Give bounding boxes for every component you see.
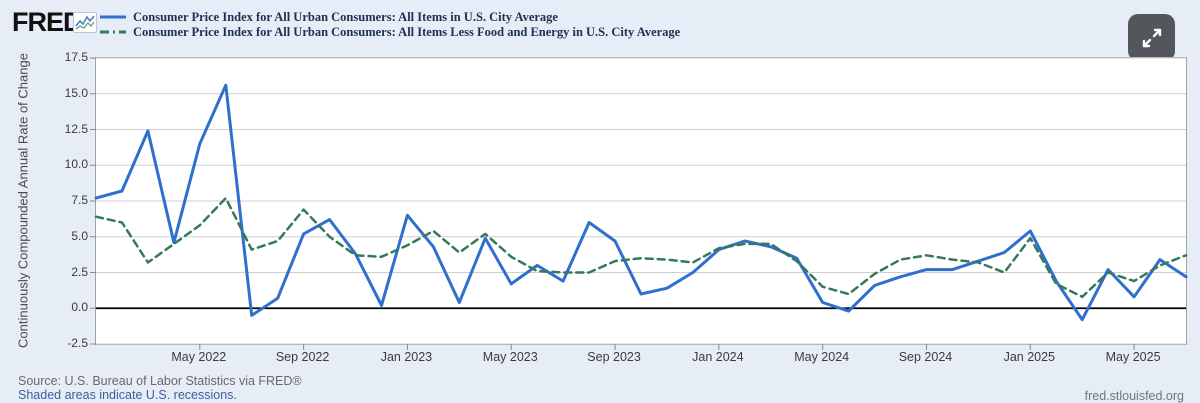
y-tick-label: 7.5	[71, 193, 88, 207]
legend-label-all-items: Consumer Price Index for All Urban Consu…	[133, 9, 558, 24]
legend-swatch-dashed-line	[100, 30, 126, 34]
legend-item-all-items[interactable]: Consumer Price Index for All Urban Consu…	[100, 10, 680, 24]
fred-logo[interactable]: FRED	[12, 7, 87, 38]
recession-note-link[interactable]: Shaded areas indicate U.S. recessions.	[18, 388, 237, 402]
x-tick-label: Jan 2024	[692, 350, 744, 364]
source-attribution: Source: U.S. Bureau of Labor Statistics …	[18, 374, 302, 388]
fred-logo-text: FRED	[12, 7, 82, 37]
expand-icon	[1142, 28, 1161, 47]
x-tick-label: Sep 2023	[587, 350, 641, 364]
y-tick-label: 2.5	[71, 264, 88, 279]
legend-item-core[interactable]: Consumer Price Index for All Urban Consu…	[100, 25, 680, 39]
cpi-all-items-line[interactable]	[94, 83, 1188, 322]
x-tick-label: May 2024	[794, 350, 850, 364]
x-tick-label: Jan 2023	[380, 350, 433, 364]
x-tick-label: Sep 2024	[898, 350, 953, 364]
chart-legend: Consumer Price Index for All Urban Consu…	[100, 10, 680, 40]
plot-area[interactable]	[90, 57, 1188, 350]
legend-swatch-solid-line	[100, 15, 126, 19]
x-tick-label: May 2025	[1105, 350, 1161, 364]
fred-site-url[interactable]: fred.stlouisfed.org	[1084, 389, 1184, 403]
y-tick-label: 10.0	[64, 157, 88, 172]
y-tick-label: 17.5	[64, 50, 88, 64]
x-tick-label: May 2022	[171, 350, 227, 364]
y-tick-label: 15.0	[64, 85, 88, 100]
y-tick-label: 12.5	[64, 121, 88, 136]
y-tick-label: 5.0	[71, 228, 88, 243]
x-tick-label: Sep 2022	[275, 350, 330, 364]
expand-button[interactable]	[1128, 14, 1175, 61]
x-tick-label: Jan 2025	[1003, 350, 1055, 364]
fred-logo-chart-icon	[73, 12, 97, 33]
x-tick-label: May 2023	[482, 350, 538, 364]
legend-label-core: Consumer Price Index for All Urban Consu…	[133, 24, 681, 39]
cpi-core-line[interactable]	[94, 196, 1188, 299]
y-tick-label: 0.0	[71, 300, 88, 315]
y-tick-label: -2.5	[67, 336, 88, 350]
